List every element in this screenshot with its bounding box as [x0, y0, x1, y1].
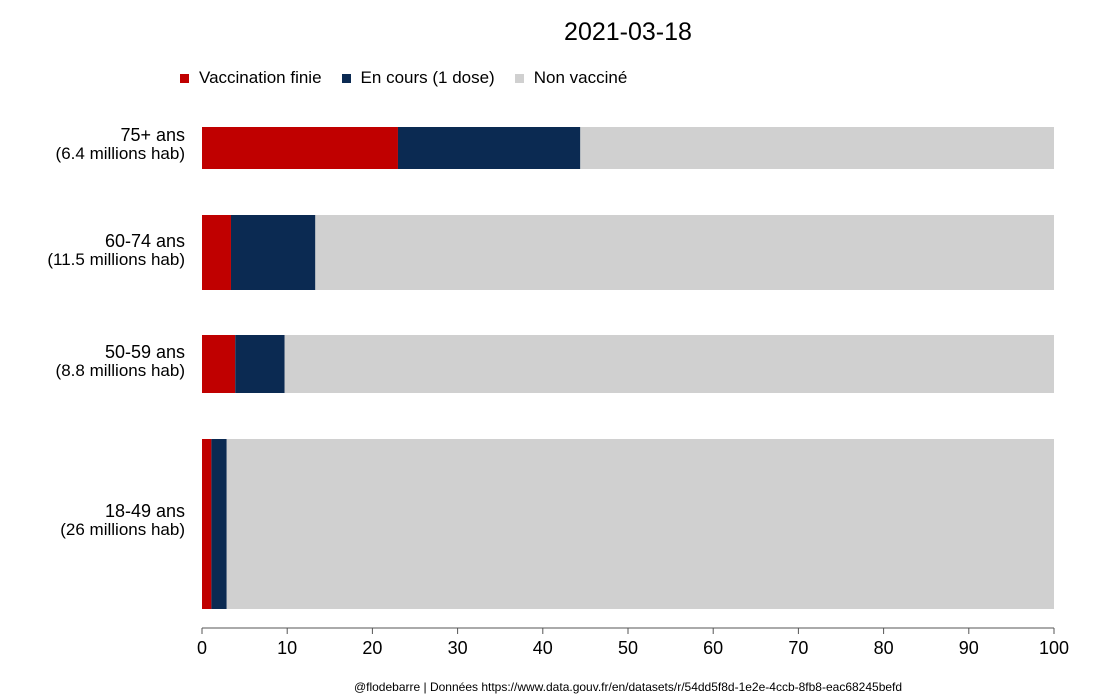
- legend-item-vaccination-finie: Vaccination finie: [180, 68, 322, 88]
- row-age-18-49: 18-49 ans: [104, 501, 185, 521]
- row-label-75-plus: 75+ ans (6.4 millions hab): [0, 126, 185, 163]
- bar-50-59-vaccination-finie: [202, 335, 236, 393]
- x-tick-label-70: 70: [788, 638, 808, 658]
- legend-item-non-vaccine: Non vacciné: [514, 68, 628, 88]
- row-label-60-74: 60-74 ans (11.5 millions hab): [0, 232, 185, 269]
- bar-18-49-vaccination-finie: [202, 439, 212, 609]
- row-age-50-59: 50-59 ans: [104, 342, 185, 362]
- bar-18-49-en-cours: [211, 439, 227, 609]
- legend-swatch-vaccination-finie: [180, 73, 189, 83]
- row-pop-60-74: (11.5 millions hab): [47, 249, 185, 269]
- legend-label-vaccination-finie: Vaccination finie: [199, 68, 322, 87]
- bar-75-plus-non-vaccine: [580, 127, 1054, 169]
- row-age-75-plus: 75+ ans: [120, 125, 185, 145]
- x-tick-label-0: 0: [197, 638, 207, 658]
- legend-item-en-cours: En cours (1 dose): [341, 68, 495, 88]
- legend-label-non-vaccine: Non vacciné: [533, 68, 628, 87]
- x-tick-label-10: 10: [277, 638, 297, 658]
- bar-60-74-en-cours: [230, 215, 316, 290]
- bar-18-49-non-vaccine: [226, 439, 1054, 609]
- legend-swatch-non-vaccine: [514, 73, 524, 83]
- x-tick-label-20: 20: [362, 638, 382, 658]
- bar-60-74-vaccination-finie: [202, 215, 231, 290]
- row-age-60-74: 60-74 ans: [104, 231, 185, 251]
- bar-50-59-en-cours: [235, 335, 285, 393]
- row-label-50-59: 50-59 ans (8.8 millions hab): [0, 343, 185, 380]
- row-label-18-49: 18-49 ans (26 millions hab): [0, 502, 185, 539]
- bar-75-plus-vaccination-finie: [202, 127, 398, 169]
- chart-caption: @flodebarre | Données https://www.data.g…: [353, 680, 903, 694]
- x-tick-label-40: 40: [533, 638, 553, 658]
- chart-title: 2021-03-18: [564, 18, 692, 46]
- legend-label-en-cours: En cours (1 dose): [360, 68, 495, 87]
- legend: Vaccination finie En cours (1 dose) Non …: [180, 68, 627, 88]
- row-pop-75-plus: (6.4 millions hab): [55, 143, 185, 163]
- x-tick-label-60: 60: [703, 638, 723, 658]
- bar-50-59-non-vaccine: [284, 335, 1054, 393]
- row-pop-18-49: (26 millions hab): [60, 519, 185, 539]
- bar-75-plus-en-cours: [397, 127, 581, 169]
- x-tick-label-90: 90: [959, 638, 979, 658]
- x-tick-label-100: 100: [1039, 638, 1069, 658]
- row-pop-50-59: (8.8 millions hab): [55, 360, 185, 380]
- x-tick-label-50: 50: [618, 638, 638, 658]
- x-tick-label-30: 30: [448, 638, 468, 658]
- x-tick-label-80: 80: [874, 638, 894, 658]
- legend-swatch-en-cours: [341, 73, 351, 83]
- bar-60-74-non-vaccine: [315, 215, 1054, 290]
